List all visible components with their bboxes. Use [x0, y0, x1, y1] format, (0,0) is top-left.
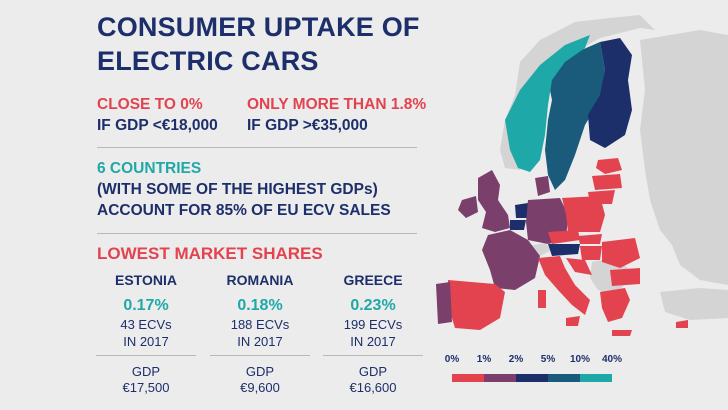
gdp-fact-low-detail: IF GDP <€18,000	[97, 117, 218, 134]
map-latvia	[592, 174, 622, 190]
country-card-estonia: ESTONIA 0.17% 43 ECVs IN 2017 GDP €17,50…	[96, 270, 196, 396]
map-czechia	[548, 230, 580, 244]
map-sweden	[545, 42, 605, 190]
map-hungary	[580, 246, 602, 260]
country-year: IN 2017	[123, 334, 169, 349]
country-divider	[323, 355, 423, 356]
country-gdp-label: GDP	[131, 364, 161, 379]
legend-label-2: 2%	[508, 354, 524, 365]
map-bulgaria	[610, 268, 640, 286]
legend-swatch-3	[548, 374, 580, 382]
map-non-eu-turkey	[660, 288, 728, 320]
legend-swatch-0	[452, 374, 484, 382]
map-uk	[478, 170, 510, 232]
legend-label-3: 5%	[540, 354, 556, 365]
map-belgium	[510, 220, 526, 230]
country-card-greece: GREECE 0.23% 199 ECVs IN 2017 GDP €16,60…	[323, 270, 423, 396]
country-gdp-label: GDP	[245, 364, 275, 379]
legend-color-bar	[452, 374, 612, 382]
map-sardinia	[538, 290, 546, 308]
divider-1	[97, 147, 417, 148]
country-divider	[96, 355, 196, 356]
map-norway-teal	[505, 35, 590, 172]
gdp-fact-low: CLOSE TO 0% IF GDP <€18,000	[97, 94, 218, 136]
map-estonia	[596, 158, 622, 174]
title-line-2: ELECTRIC CARS	[97, 46, 319, 76]
legend-swatch-1	[484, 374, 516, 382]
country-name: ESTONIA	[115, 272, 177, 288]
map-austria	[548, 244, 580, 256]
map-denmark	[535, 176, 550, 196]
legend-label-5: 40%	[601, 354, 623, 365]
europe-choropleth-map	[436, 15, 728, 336]
six-countries-line-2: (WITH SOME OF THE HIGHEST GDPs)	[97, 181, 378, 198]
map-netherlands	[515, 203, 528, 218]
gdp-fact-high-highlight: ONLY MORE THAN 1.8%	[247, 96, 427, 113]
map-crete	[612, 330, 632, 336]
map-sicily	[566, 316, 580, 326]
country-gdp-label: GDP	[358, 364, 388, 379]
divider-2	[97, 233, 417, 234]
country-gdp-value: €16,600	[349, 380, 397, 395]
map-spain	[448, 280, 505, 330]
map-finland	[588, 38, 632, 148]
gdp-fact-low-highlight: CLOSE TO 0%	[97, 96, 203, 113]
legend-label-1: 1%	[476, 354, 492, 365]
legend-swatch-4	[580, 374, 612, 382]
title-line-1: CONSUMER UPTAKE OF	[97, 12, 420, 42]
six-countries-line-3: ACCOUNT FOR 85% OF EU ECV SALES	[97, 202, 391, 219]
map-legend: 0% 1% 2% 5% 10% 40%	[438, 354, 622, 382]
map-italy	[538, 256, 590, 315]
country-gdp-value: €17,500	[122, 380, 170, 395]
legend-label-0: 0%	[444, 354, 460, 365]
gdp-fact-high-detail: IF GDP >€35,000	[247, 117, 368, 134]
map-france	[482, 230, 540, 290]
country-name: ROMANIA	[226, 272, 294, 288]
country-share: 0.17%	[123, 297, 169, 314]
country-name: GREECE	[343, 272, 403, 288]
country-ecvs: 199 ECVs	[343, 317, 403, 332]
country-ecvs: 188 ECVs	[230, 317, 290, 332]
map-ireland	[458, 196, 478, 218]
map-cyprus	[676, 320, 688, 328]
map-romania	[602, 238, 640, 268]
map-non-eu-east	[640, 30, 728, 285]
infographic-title: CONSUMER UPTAKE OF ELECTRIC CARS	[97, 10, 437, 78]
map-portugal	[436, 282, 452, 324]
six-countries-fact: 6 COUNTRIES (WITH SOME OF THE HIGHEST GD…	[97, 158, 391, 221]
map-non-eu-norway	[500, 15, 655, 170]
country-gdp-value: €9,600	[240, 380, 280, 395]
country-year: IN 2017	[350, 334, 396, 349]
legend-labels: 0% 1% 2% 5% 10% 40%	[438, 354, 622, 368]
legend-label-4: 10%	[569, 354, 591, 365]
country-share: 0.18%	[237, 297, 283, 314]
country-card-romania: ROMANIA 0.18% 188 ECVs IN 2017 GDP €9,60…	[210, 270, 310, 396]
map-greece	[600, 288, 630, 322]
country-ecvs: 43 ECVs	[120, 317, 172, 332]
country-year: IN 2017	[237, 334, 283, 349]
legend-swatch-2	[516, 374, 548, 382]
six-countries-highlight: 6 COUNTRIES	[97, 160, 202, 177]
gdp-fact-high: ONLY MORE THAN 1.8% IF GDP >€35,000	[247, 94, 426, 136]
map-slovakia	[578, 234, 602, 244]
map-poland	[562, 196, 605, 232]
map-croatia	[566, 258, 592, 275]
country-divider	[210, 355, 310, 356]
country-share: 0.23%	[350, 297, 396, 314]
lowest-market-shares-heading: LOWEST MARKET SHARES	[97, 244, 323, 263]
